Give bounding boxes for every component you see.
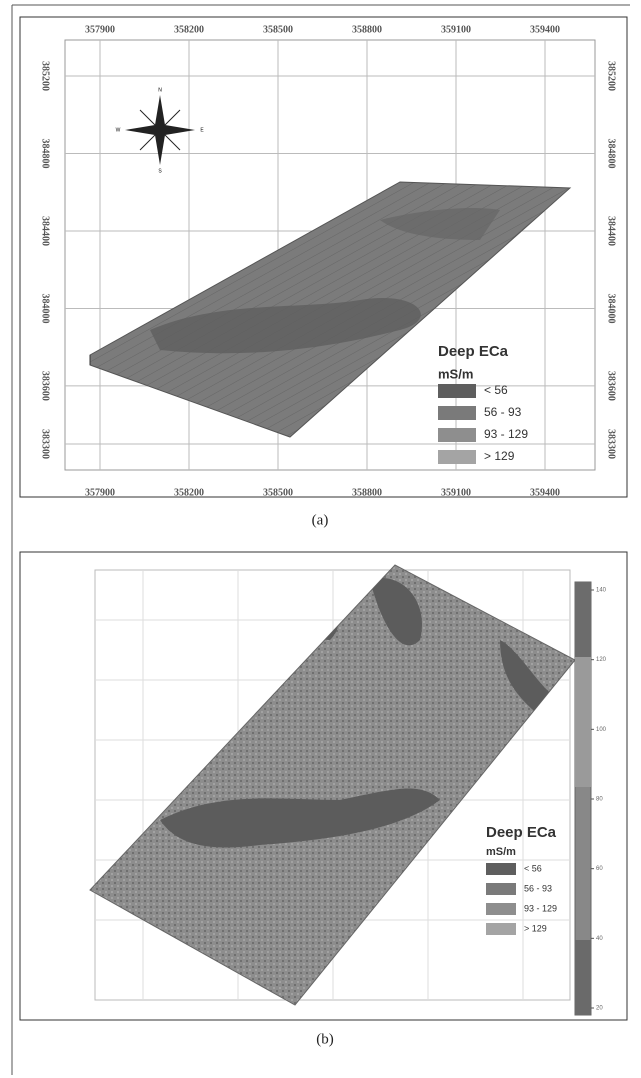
- colorbar-band: [575, 940, 591, 1015]
- x-tick-label: 358200: [174, 487, 204, 498]
- colorbar-band: [575, 582, 591, 657]
- legend-label: 56 - 93: [484, 405, 522, 419]
- figure: 357900 357900 358200 358200 358500 358500 3588…: [0, 0, 641, 1078]
- y-tick-label: 384400: [606, 216, 617, 246]
- legend-swatch: [438, 406, 476, 420]
- legend-label: < 56: [524, 863, 542, 873]
- legend-title: Deep ECa: [438, 343, 509, 360]
- legend-swatch: [486, 903, 516, 915]
- legend-swatch: [438, 450, 476, 464]
- x-tick-label: 358200: [174, 24, 204, 35]
- y-tick-label: 384000: [40, 293, 51, 323]
- compass-label: N: [158, 87, 162, 93]
- y-tick-label: 385200: [40, 61, 51, 91]
- y-tick-label: 383300: [606, 429, 617, 459]
- y-tick-label: 384000: [606, 293, 617, 323]
- legend-label: > 129: [524, 923, 547, 933]
- x-tick-label: 358800: [352, 487, 382, 498]
- legend-label: 56 - 93: [524, 883, 552, 893]
- legend-label: > 129: [484, 449, 515, 463]
- y-tick-label: 383300: [40, 429, 51, 459]
- legend-swatch: [486, 923, 516, 935]
- legend-label: < 56: [484, 383, 508, 397]
- legend-swatch: [486, 883, 516, 895]
- colorbar-label: 140: [596, 588, 607, 594]
- y-tick-label: 383600: [606, 371, 617, 401]
- y-tick-label: 384400: [40, 216, 51, 246]
- x-tick-label: 359100: [441, 24, 471, 35]
- x-tick-label: 357900: [85, 487, 115, 498]
- compass-label: W: [116, 127, 121, 133]
- colorbar-label: 40: [596, 936, 603, 942]
- x-tick-label: 357900: [85, 24, 115, 35]
- legend-label: 93 - 129: [484, 427, 528, 441]
- colorbar-band: [575, 657, 591, 787]
- x-tick-label: 359400: [530, 24, 560, 35]
- x-tick-label: 359100: [441, 487, 471, 498]
- caption: (a): [312, 512, 329, 528]
- legend-swatch: [438, 428, 476, 442]
- legend-title: Deep ECa: [486, 824, 557, 841]
- legend-unit: mS/m: [438, 366, 473, 381]
- colorbar-label: 100: [596, 727, 607, 733]
- colorbar-label: 60: [596, 866, 603, 872]
- y-tick-label: 384800: [606, 138, 617, 168]
- y-tick-label: 384800: [40, 138, 51, 168]
- colorbar-label: 120: [596, 657, 607, 663]
- y-tick-label: 385200: [606, 61, 617, 91]
- page: {"panel_a": {"x_ticks": [357900, 358200,…: [0, 0, 641, 1078]
- x-tick-label: 358800: [352, 24, 382, 35]
- x-tick-label: 358500: [263, 487, 293, 498]
- legend-swatch: [438, 384, 476, 398]
- x-tick-label: 359400: [530, 487, 560, 498]
- legend-label: 93 - 129: [524, 903, 557, 913]
- colorbar-label: 20: [596, 1006, 603, 1012]
- colorbar-label: 80: [596, 797, 603, 803]
- caption: (b): [316, 1031, 334, 1047]
- legend-unit: mS/m: [486, 846, 516, 858]
- x-tick-label: 358500: [263, 24, 293, 35]
- legend-swatch: [486, 863, 516, 875]
- y-tick-label: 383600: [40, 371, 51, 401]
